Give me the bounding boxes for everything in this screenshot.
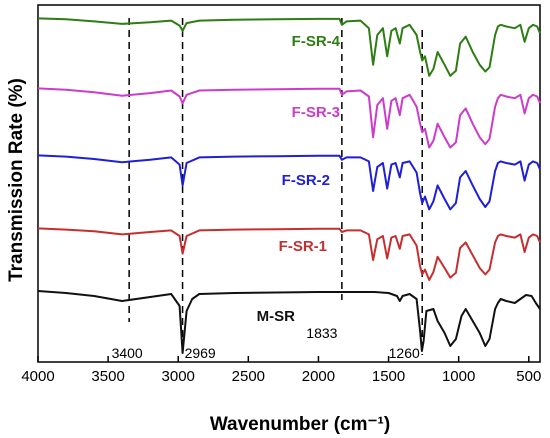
x-tick-label: 2500 [232, 368, 265, 385]
series-label-f-sr-1: F-SR-1 [279, 238, 327, 255]
series-label-f-sr-2: F-SR-2 [282, 172, 330, 189]
x-axis-title: Wavenumber (cm⁻¹) [210, 414, 390, 435]
plot-frame [37, 4, 541, 363]
x-tick-label: 4000 [21, 368, 54, 385]
plot-area [37, 4, 541, 363]
series-label-m-sr: M-SR [257, 308, 295, 325]
x-tick-label: 1500 [372, 368, 405, 385]
series-line-m-sr [37, 290, 541, 354]
x-tick-label: 1000 [442, 368, 475, 385]
series-line-f-sr-4 [37, 17, 541, 77]
series-line-f-sr-2 [37, 154, 541, 211]
guide-lines [128, 18, 423, 355]
series-label-f-sr-4: F-SR-4 [292, 33, 341, 50]
series-labels: F-SR-4 F-SR-3 F-SR-2 F-SR-1 M-SR [257, 33, 341, 325]
annotation-1833: 1833 [306, 325, 337, 341]
annotations: 3400 2969 1833 1260 [112, 325, 420, 361]
x-tick-label: 500 [516, 368, 541, 385]
series-line-f-sr-3 [37, 87, 541, 149]
x-axis-ticks: 4000 3500 3000 2500 2000 1500 1000 500 [21, 356, 541, 385]
series-line-f-sr-1 [37, 227, 541, 281]
annotation-3400: 3400 [112, 345, 143, 361]
annotation-1260: 1260 [389, 345, 420, 361]
y-axis-title: Transmission Rate (%) [6, 78, 27, 282]
x-tick-label: 2000 [302, 368, 335, 385]
x-tick-label: 3000 [162, 368, 195, 385]
series-label-f-sr-3: F-SR-3 [292, 104, 340, 121]
x-tick-label: 3500 [91, 368, 124, 385]
series-layer [37, 17, 541, 354]
annotation-2969: 2969 [185, 345, 216, 361]
